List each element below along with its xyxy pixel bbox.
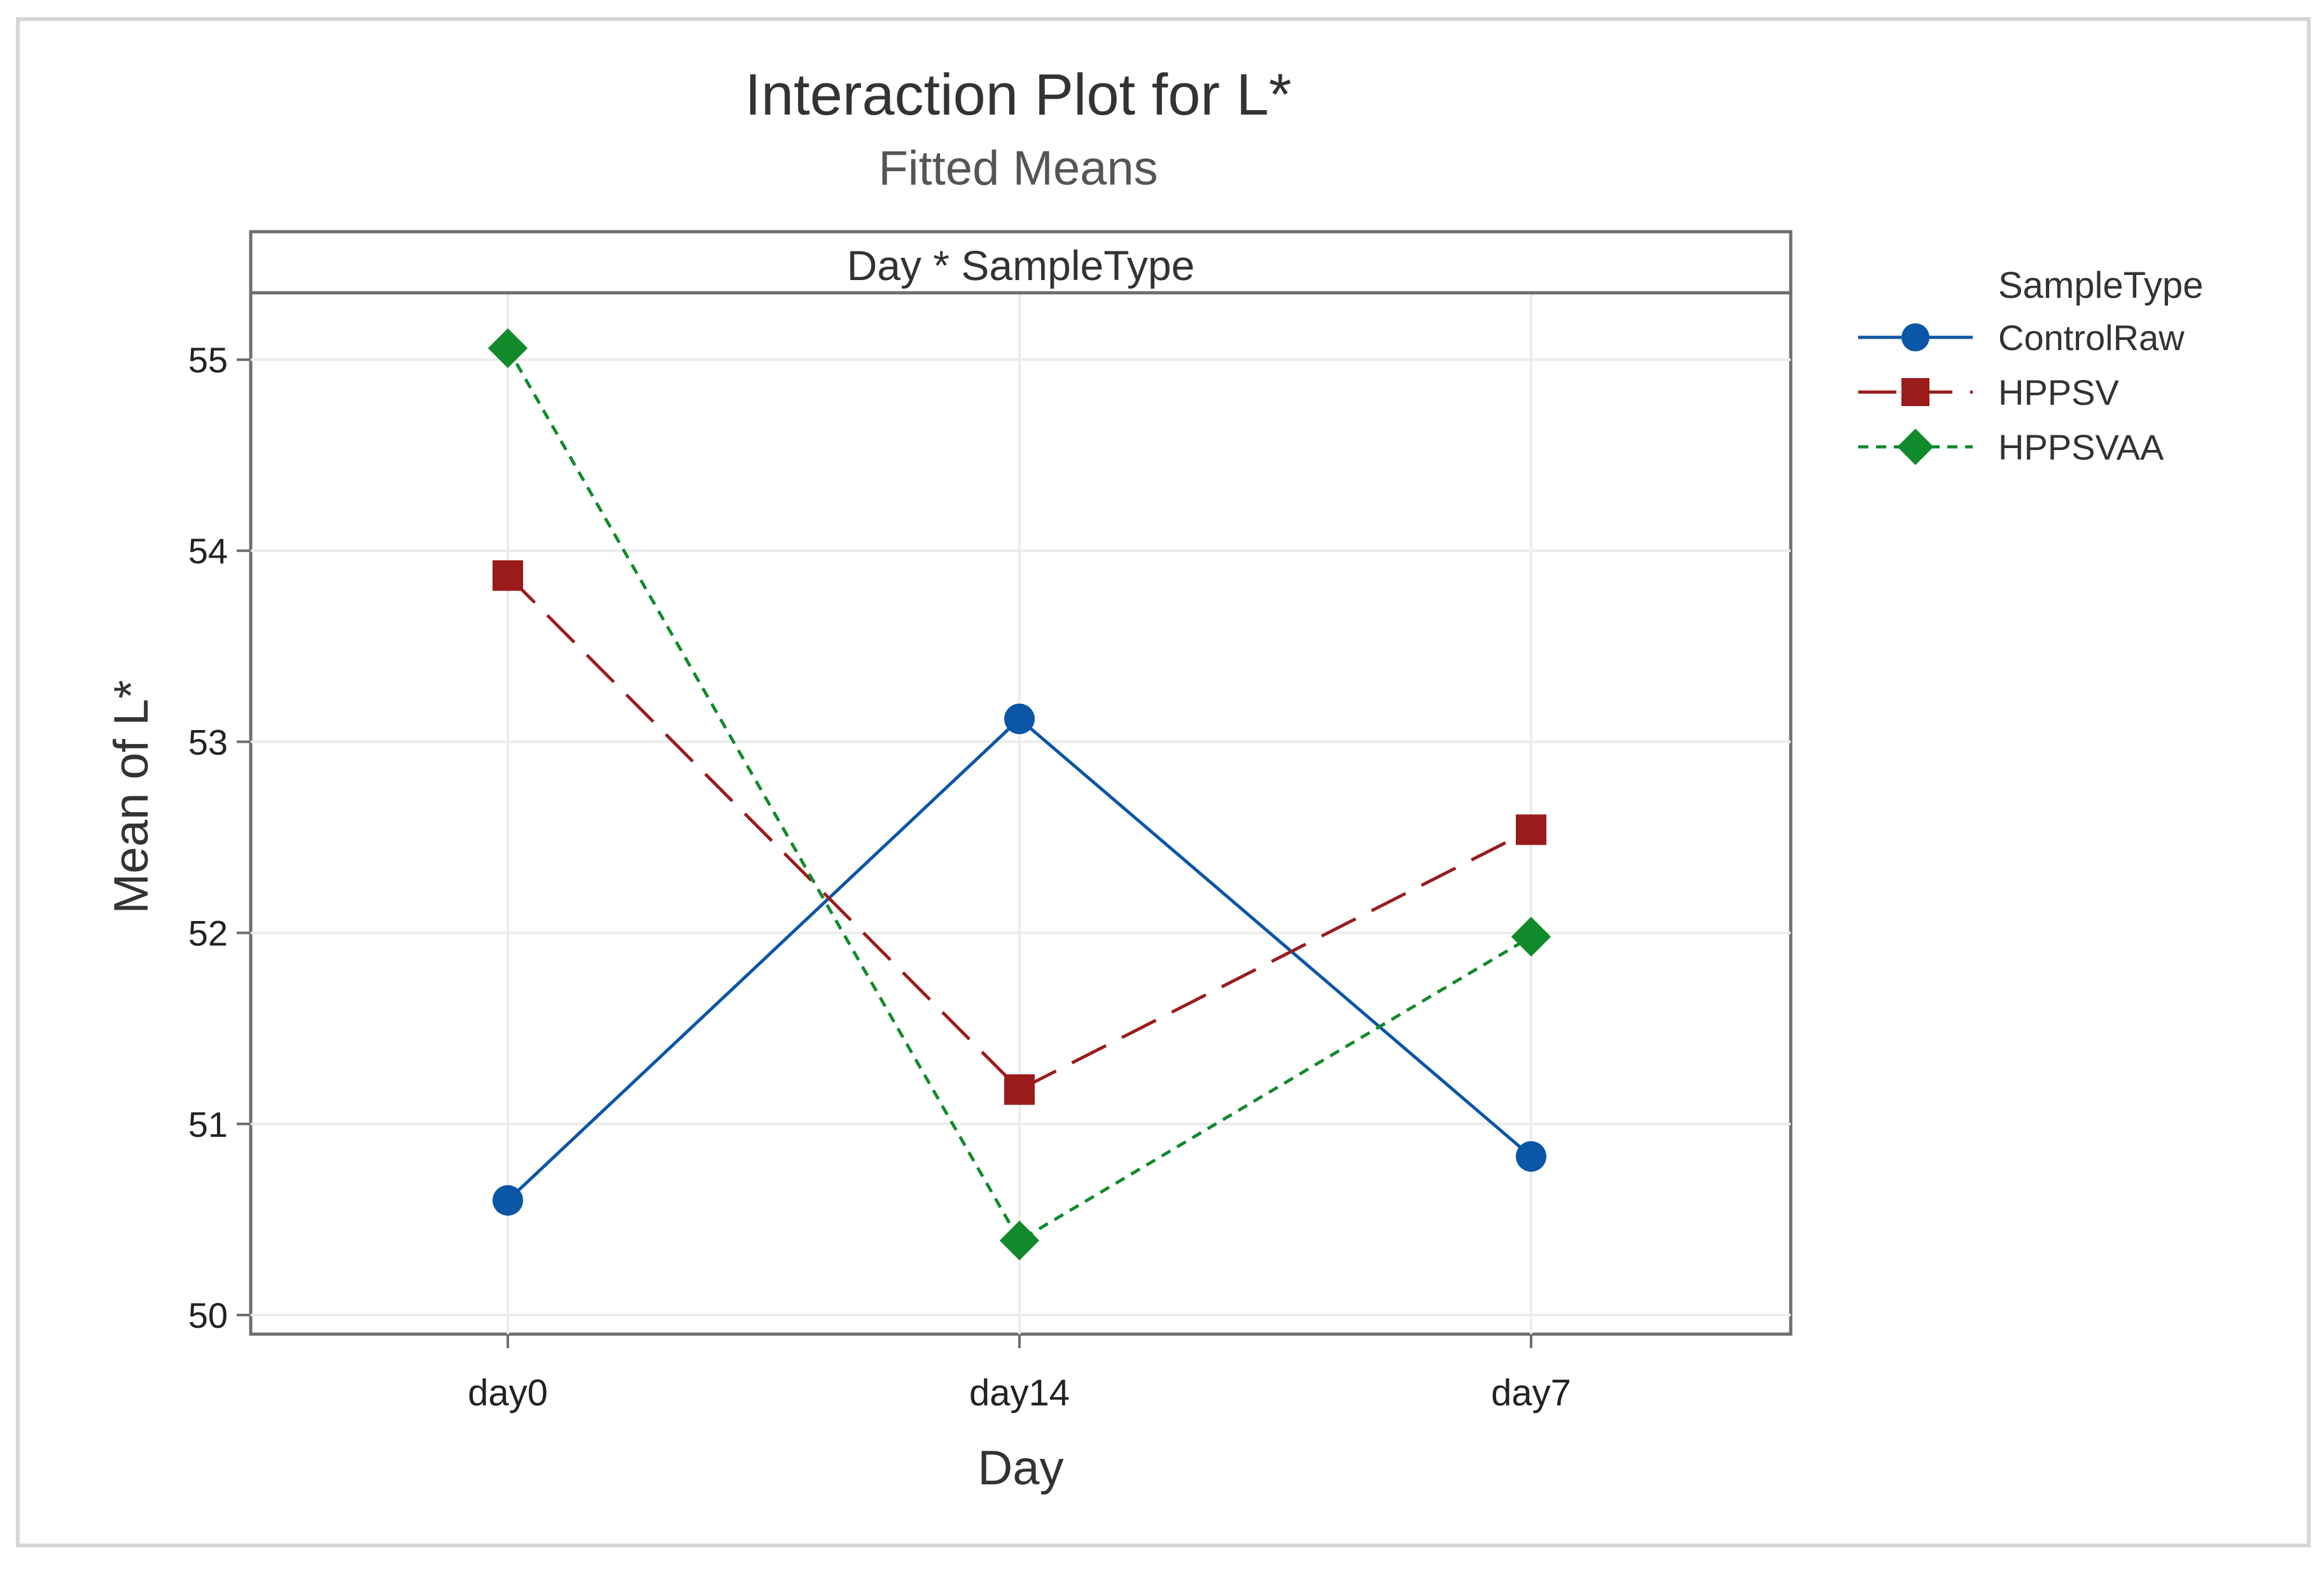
- series-layer: [487, 328, 1551, 1261]
- y-tick-label: 50: [188, 1295, 228, 1335]
- legend-label: HPPSVAA: [1998, 427, 2164, 467]
- data-point: [1004, 703, 1035, 735]
- series-line: [507, 574, 1532, 1092]
- y-tick-label: 52: [188, 913, 228, 953]
- legend-label: HPPSV: [1998, 372, 2119, 412]
- y-tick-label: 53: [188, 722, 228, 762]
- x-tick-label: day0: [468, 1372, 548, 1414]
- panel-label: Day * SampleType: [847, 242, 1195, 289]
- x-tick-label: day14: [969, 1372, 1070, 1414]
- y-tick-label: 55: [188, 340, 228, 380]
- y-axis-ticks: 50 51 52 53 54 55: [188, 340, 251, 1335]
- data-point: [1511, 917, 1551, 957]
- data-point: [1516, 814, 1546, 845]
- data-point: [1004, 1074, 1035, 1105]
- data-point: [999, 1220, 1040, 1261]
- data-point: [493, 560, 523, 591]
- y-tick-label: 54: [188, 531, 228, 571]
- series-hppsvaa: [487, 328, 1551, 1261]
- legend: SampleType ControlRaw HPPSV HPPSVAA: [1858, 265, 2203, 467]
- legend-marker: [1901, 378, 1929, 406]
- legend-marker: [1897, 428, 1934, 465]
- x-axis-ticks: day0 day14 day7: [468, 1334, 1571, 1414]
- data-point: [1516, 1141, 1546, 1172]
- y-axis-label: Mean of L*: [104, 680, 158, 914]
- legend-marker: [1901, 323, 1929, 351]
- panel-strip: [249, 230, 1793, 295]
- series-line: [506, 347, 1532, 1243]
- legend-title: SampleType: [1998, 265, 2203, 306]
- x-tick-label: day7: [1491, 1372, 1571, 1414]
- series-hppsv: [493, 560, 1546, 1105]
- legend-item-hppsvaa: HPPSVAA: [1858, 427, 2164, 467]
- y-tick-label: 51: [188, 1104, 228, 1144]
- series-controlraw: [493, 703, 1546, 1216]
- legend-item-controlraw: ControlRaw: [1858, 318, 2185, 358]
- legend-item-hppsv: HPPSV: [1858, 372, 2119, 412]
- x-axis-label: Day: [977, 1441, 1063, 1495]
- data-point: [487, 328, 528, 369]
- data-point: [493, 1185, 523, 1216]
- chart-subtitle: Fitted Means: [878, 141, 1158, 195]
- legend-label: ControlRaw: [1998, 318, 2185, 358]
- chart-title: Interaction Plot for L*: [745, 62, 1291, 127]
